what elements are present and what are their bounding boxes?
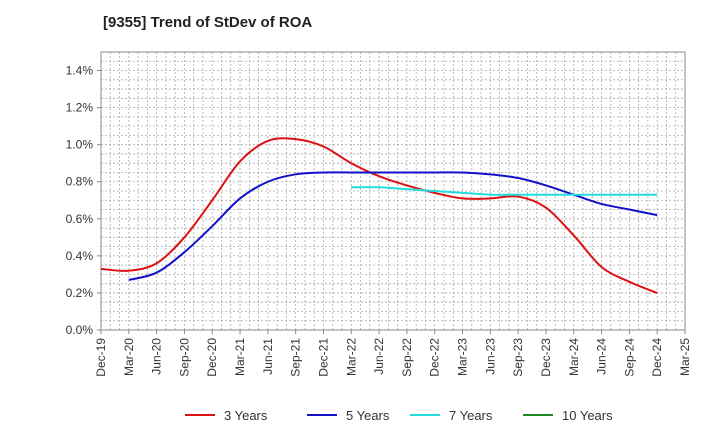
legend-layer: 3 Years 5 Years 7 Years 10 Years xyxy=(185,408,613,423)
x-tick-label: Sep-21 xyxy=(289,338,303,377)
chart-title: [9355] Trend of StDev of ROA xyxy=(103,14,313,31)
x-tick-label: Dec-19 xyxy=(94,338,108,377)
y-tick-label: 0.2% xyxy=(66,286,94,300)
x-tick-label: Mar-24 xyxy=(567,338,581,376)
axes-layer: 0.0% 0.2% 0.4% 0.6% 0.8% 1.0% 1.2% 1.4% Dec-19 Ma… xyxy=(66,51,692,377)
x-tick-label: Sep-24 xyxy=(622,338,636,377)
series-line-3-years xyxy=(100,137,658,294)
y-tick-label: 0.4% xyxy=(66,249,94,263)
series-line-7-years xyxy=(351,186,658,196)
x-tick-label: Dec-24 xyxy=(650,338,664,377)
legend-label-10-years: 10 Years xyxy=(562,408,613,423)
x-tick-label: Dec-20 xyxy=(205,338,219,377)
x-tick-label: Sep-20 xyxy=(177,338,191,377)
grid-layer xyxy=(101,52,685,330)
plot-border xyxy=(100,51,686,331)
x-tick-label: Jun-20 xyxy=(150,338,164,375)
x-tick-label: Mar-22 xyxy=(344,338,358,376)
series-layer xyxy=(100,137,658,294)
x-tick-label: Mar-21 xyxy=(233,338,247,376)
x-tick-label: Jun-24 xyxy=(595,338,609,375)
legend-label-5-years: 5 Years xyxy=(346,408,390,423)
x-tick-label: Jun-23 xyxy=(483,338,497,375)
y-tick-label: 0.6% xyxy=(66,212,94,226)
x-tick-label: Jun-22 xyxy=(372,338,386,375)
legend-label-7-years: 7 Years xyxy=(449,408,493,423)
y-tick-label: 1.4% xyxy=(66,64,94,78)
x-tick-label: Sep-23 xyxy=(511,338,525,377)
x-tick-label: Dec-22 xyxy=(428,338,442,377)
y-tick-label: 1.2% xyxy=(66,101,94,115)
legend-label-3-years: 3 Years xyxy=(224,408,268,423)
y-tick-label: 0.0% xyxy=(66,323,94,337)
x-tick-label: Sep-22 xyxy=(400,338,414,377)
x-tick-label: Jun-21 xyxy=(261,338,275,375)
x-tick-label: Dec-23 xyxy=(539,338,553,377)
y-tick-label: 0.8% xyxy=(66,175,94,189)
x-tick-label: Mar-23 xyxy=(456,338,470,376)
x-tick-label: Mar-20 xyxy=(122,338,136,376)
y-tick-label: 1.0% xyxy=(66,138,94,152)
x-tick-label: Mar-25 xyxy=(678,338,692,376)
x-tick-label: Dec-21 xyxy=(316,338,330,377)
